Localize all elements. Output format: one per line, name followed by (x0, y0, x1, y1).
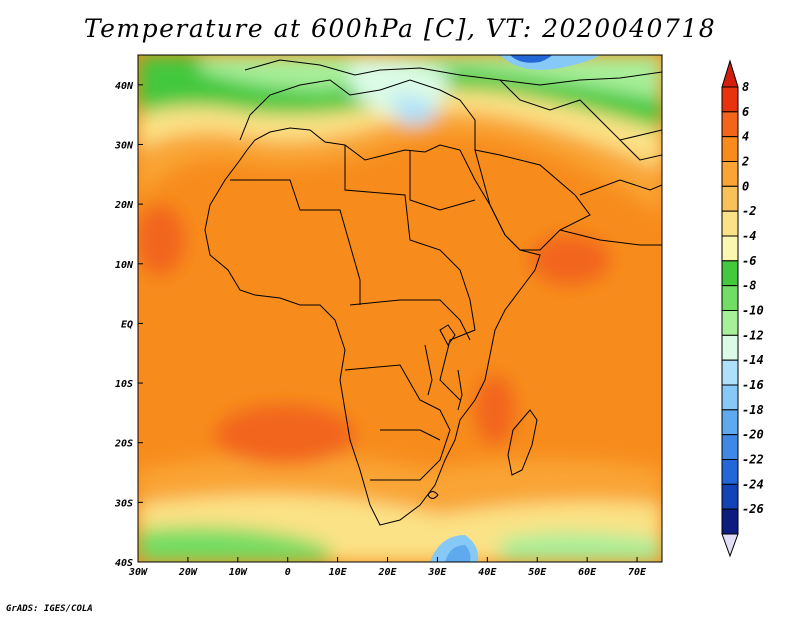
coastline-borders (204, 59, 662, 526)
colorbar-level-label: -2 (742, 204, 756, 218)
colorbar-segment (721, 459, 739, 485)
colorbar-segment (721, 210, 739, 237)
lon-tick-label: 20E (377, 567, 397, 578)
latitude-axis: 40N 30N 20N 10N EQ 10S 20S 30S 40S (114, 81, 143, 569)
lon-tick-label: 10W (229, 567, 248, 578)
lon-tick-label: 30E (427, 567, 447, 578)
longitude-axis: 30W 20W 10W 0 10E 20E 30E 40E 50E 60E 70E (128, 557, 647, 578)
lat-tick-label: 40N (115, 81, 134, 92)
colorbar-segment (721, 161, 739, 187)
colorbar-segment (721, 483, 739, 510)
colorbar-level-label: -26 (742, 502, 764, 516)
lat-tick-label: EQ (121, 319, 133, 330)
colorbar-segment (721, 235, 739, 262)
colorbar-segment (721, 359, 739, 386)
colorbar-top-arrow (721, 59, 739, 88)
lon-tick-label: 70E (628, 567, 647, 578)
colorbar-segment (721, 285, 739, 311)
colorbar-segment (721, 409, 739, 436)
colorbar-level-label: -6 (742, 254, 756, 268)
colorbar-level-label: -16 (742, 378, 764, 392)
lat-tick-label: 10S (115, 379, 133, 390)
colorbar-level-label: 0 (742, 179, 749, 193)
colorbar-bottom-arrow (721, 533, 739, 558)
lat-tick-label: 20S (114, 439, 133, 450)
colorbar-level-label: 6 (742, 105, 749, 119)
colorbar-level-label: -20 (742, 428, 764, 442)
colorbar-segment (721, 185, 739, 212)
colorbar-level-label: -10 (742, 304, 764, 318)
colorbar-level-label: -12 (742, 328, 764, 342)
lon-tick-label: 40E (478, 567, 497, 578)
colorbar-level-label: -18 (742, 403, 764, 417)
colorbar-level-label: 8 (742, 80, 749, 94)
colorbar-segment (721, 111, 739, 138)
lon-tick-label: 50E (528, 567, 547, 578)
colorbar: 8 6 4 2 0 -2 -4 -6 -8 -10 -12 -14 -16 -18 -20 -22 -24 -26 (721, 59, 764, 558)
colorbar-level-label: -22 (742, 453, 764, 467)
colorbar-level-label: -4 (742, 229, 756, 243)
colorbar-level-label: 4 (742, 130, 749, 144)
lat-tick-label: 10N (115, 260, 134, 271)
lat-tick-label: 30S (114, 498, 133, 509)
colorbar-segment (721, 434, 739, 460)
colorbar-segment (721, 136, 739, 163)
colorbar-level-label: 2 (741, 155, 749, 169)
lat-tick-label: 40S (115, 558, 133, 569)
colorbar-segment (721, 310, 739, 336)
colorbar-level-label: -24 (742, 477, 764, 491)
temperature-field (138, 55, 662, 562)
lon-tick-label: 30W (128, 567, 148, 578)
colorbar-level-label: -8 (742, 279, 756, 293)
lat-tick-label: 20N (114, 200, 134, 211)
lon-tick-label: 60E (578, 567, 597, 578)
map-title: Temperature at 600hPa [C], VT: 202004071… (83, 14, 717, 43)
lat-tick-label: 30N (114, 140, 134, 151)
map-frame (137, 54, 663, 563)
colorbar-segment (721, 384, 739, 411)
grads-credit: GrADS: IGES/COLA (6, 604, 93, 614)
lon-tick-label: 20W (178, 567, 198, 578)
colorbar-level-label: -14 (742, 353, 764, 367)
lon-tick-label: 0 (285, 567, 291, 578)
lon-tick-label: 10E (329, 567, 348, 578)
colorbar-segment (721, 508, 739, 535)
colorbar-segment (721, 334, 739, 361)
colorbar-segment (721, 260, 739, 287)
colorbar-segment (721, 86, 739, 113)
